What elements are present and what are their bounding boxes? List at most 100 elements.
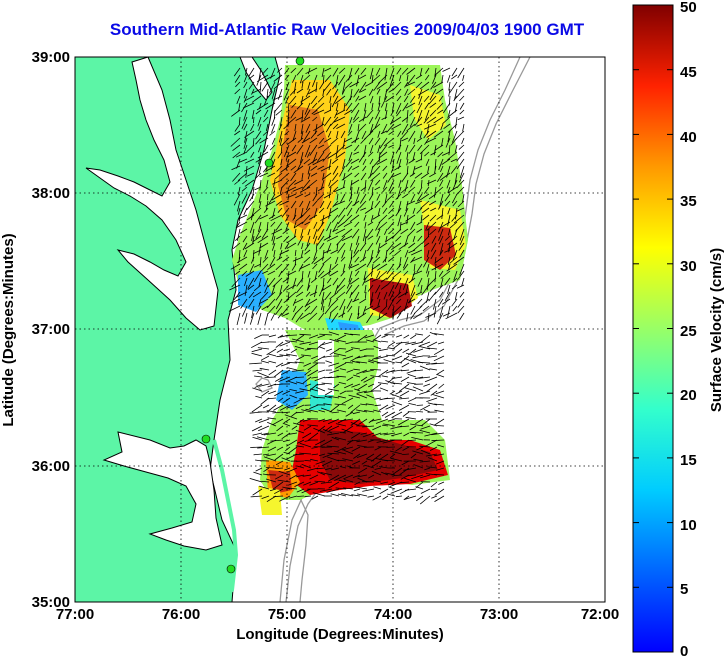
velocity-arrow [455,207,458,220]
velocity-arrow [359,200,367,209]
velocity-arrow [230,263,241,270]
velocity-arrow [237,172,248,182]
velocity-arrow [393,474,403,476]
velocity-arrow [339,390,347,395]
velocity-arrow [327,130,332,138]
velocity-arrow [337,214,346,225]
velocity-arrow [373,339,382,343]
outer-banks [212,439,239,602]
velocity-arrow [384,334,396,336]
velocity-arrow [328,395,340,399]
velocity-arrow [378,151,388,159]
velocity-arrow [313,109,325,116]
velocity-arrow [238,249,241,260]
velocity-arrow [453,95,458,102]
velocity-arrow [437,298,444,308]
velocity-arrow [412,386,424,392]
velocity-arrow [311,446,319,449]
velocity-arrow [275,460,284,466]
velocity-arrow [402,193,409,199]
velocity-arrow [386,270,395,281]
velocity-arrow [279,495,291,502]
velocity-arrow [258,165,262,174]
velocity-arrow [321,214,325,226]
velocity-arrow [324,390,333,396]
velocity-arrow [387,493,396,497]
velocity-arrow [431,235,437,244]
velocity-arrow [255,418,263,423]
velocity-arrow [360,67,367,75]
velocity-arrow [406,74,409,82]
velocity-arrow [307,369,319,377]
velocity-arrow [371,263,381,271]
velocity-arrow [246,172,255,177]
velocity-arrow [413,263,416,271]
velocity-arrow [395,88,402,96]
velocity-arrow [435,186,444,194]
velocity-arrow [292,74,297,83]
velocity-arrow [330,467,340,471]
velocity-arrow [424,151,430,157]
velocity-arrow [447,228,451,236]
velocity-arrow [398,404,410,411]
velocity-arrow [272,481,284,490]
velocity-arrow [329,369,340,374]
velocity-arrow [238,263,248,271]
velocity-arrow [370,460,382,468]
velocity-arrow [451,298,458,307]
velocity-arrow [354,388,361,392]
velocity-arrow [291,312,297,321]
velocity-arrow [344,383,354,389]
velocity-arrow [248,298,255,308]
velocity-arrow [348,123,353,133]
velocity-arrow [287,270,290,284]
velocity-arrow [414,376,424,380]
velocity-arrow [353,151,360,155]
velocity-arrow [357,334,368,342]
velocity-arrow [332,88,339,98]
velocity-arrow [372,165,381,175]
velocity-arrow [417,235,423,242]
velocity-arrow [398,418,410,426]
velocity-arrow [328,263,332,276]
velocity-arrow [390,382,403,385]
velocity-arrow [456,158,465,170]
velocity-arrow [420,334,431,343]
velocity-arrow [341,88,346,95]
velocity-arrow [233,193,241,206]
velocity-arrow [273,369,284,378]
velocity-arrow [388,179,395,192]
velocity-arrow [329,348,340,356]
velocity-arrow [262,404,270,409]
velocity-arrow [341,446,354,451]
velocity-arrow [268,390,277,395]
velocity-arrow [274,474,284,480]
velocity-arrow [436,312,444,325]
velocity-arrow [286,291,297,301]
velocity-arrow [280,144,283,153]
velocity-arrow [424,102,430,110]
velocity-arrow [447,151,458,161]
velocity-arrow [266,179,269,188]
velocity-arrow [307,432,319,441]
velocity-arrow [260,360,270,364]
velocity-arrow [344,144,353,150]
velocity-arrow [346,376,354,382]
velocity-arrow [289,389,298,392]
velocity-arrow [263,144,269,153]
velocity-arrow [249,221,255,234]
velocity-arrow [441,137,444,147]
velocity-arrow [264,249,269,259]
velocity-arrow [254,375,263,378]
velocity-arrow [452,305,458,312]
velocity-arrow [257,446,270,449]
velocity-arrow [434,284,444,295]
colorbar-tick-label: 10 [680,517,697,534]
velocity-arrow [294,179,304,185]
velocity-arrow [374,200,381,209]
velocity-arrow [348,263,353,270]
velocity-arrow [368,179,374,191]
velocity-arrow [442,67,451,72]
velocity-arrow [309,481,319,486]
velocity-arrow [296,277,304,287]
